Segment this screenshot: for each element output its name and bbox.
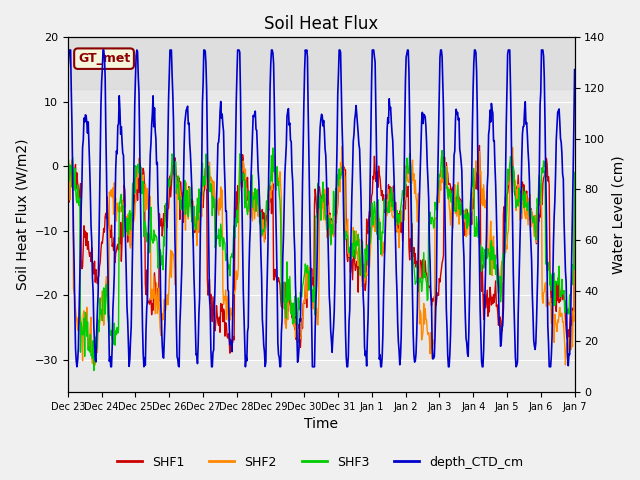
Title: Soil Heat Flux: Soil Heat Flux [264, 15, 378, 33]
Legend: SHF1, SHF2, SHF3, depth_CTD_cm: SHF1, SHF2, SHF3, depth_CTD_cm [112, 451, 528, 474]
Y-axis label: Water Level (cm): Water Level (cm) [611, 156, 625, 274]
Text: GT_met: GT_met [78, 52, 130, 65]
Bar [68, 37, 575, 89]
Y-axis label: Soil Heat Flux (W/m2): Soil Heat Flux (W/m2) [15, 139, 29, 290]
X-axis label: Time: Time [304, 418, 338, 432]
